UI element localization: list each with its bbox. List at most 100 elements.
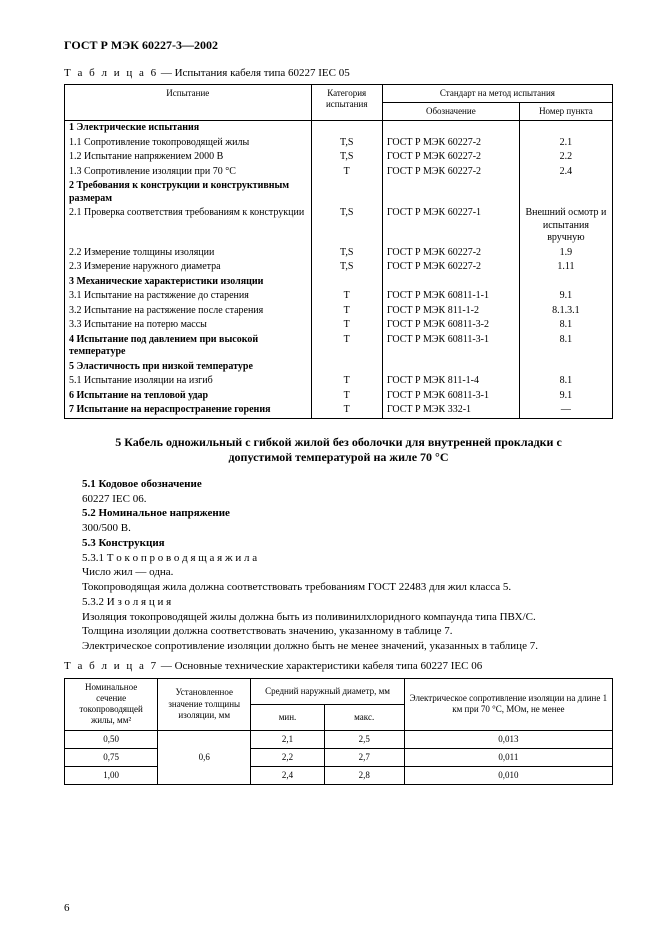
section5-title: 5 Кабель одножильный с гибкой жилой без … <box>94 435 583 466</box>
t7-cell-c: 2,2 <box>251 748 324 766</box>
t6-cell-std <box>382 275 519 290</box>
t6-head-design: Обозначение <box>382 103 519 121</box>
t6-cell-test: 2.1 Проверка соответствия требованиям к … <box>65 206 312 246</box>
t6-cell-std: ГОСТ Р МЭК 60227-2 <box>382 246 519 261</box>
t6-cell-cat: T,S <box>311 260 382 275</box>
table7: Номинальное сечение токопроводящей жилы,… <box>64 678 613 786</box>
t6-cell-test: 1 Электрические испытания <box>65 121 312 136</box>
t6-cell-cat: T <box>311 318 382 333</box>
t7-cell-d: 2,8 <box>324 767 404 785</box>
t7-h3b: макс. <box>324 704 404 730</box>
t6-cell-cat: T <box>311 289 382 304</box>
t6-cell-cat <box>311 179 382 206</box>
p532: 5.3.2 И з о л я ц и я <box>64 596 613 610</box>
t6-cell-pt <box>519 360 612 375</box>
t6-cell-cat: T <box>311 304 382 319</box>
t6-cell-test: 6 Испытание на тепловой удар <box>65 389 312 404</box>
t6-cell-cat: T <box>311 389 382 404</box>
t6-cell-std: ГОСТ Р МЭК 811-1-2 <box>382 304 519 319</box>
t7-cell-e: 0,011 <box>404 748 612 766</box>
p52-val: 300/500 В. <box>64 522 613 536</box>
t7-cell-c: 2,1 <box>251 730 324 748</box>
t6-cell-pt <box>519 179 612 206</box>
t6-cell-cat: T <box>311 374 382 389</box>
t6-cell-cat: T,S <box>311 150 382 165</box>
t6-cell-test: 7 Испытание на нераспространение горения <box>65 403 312 418</box>
t6-cell-std <box>382 360 519 375</box>
t7-cell-a: 0,75 <box>65 748 158 766</box>
t6-cell-cat: T,S <box>311 136 382 151</box>
p51-val: 60227 IEC 06. <box>64 493 613 507</box>
t6-cell-pt <box>519 121 612 136</box>
t6-head-test: Испытание <box>65 84 312 121</box>
t6-cell-test: 3.3 Испытание на потерю массы <box>65 318 312 333</box>
t6-cell-std: ГОСТ Р МЭК 60811-3-1 <box>382 389 519 404</box>
table6-caption-rest: — Испытания кабеля типа 60227 IEC 05 <box>158 67 350 79</box>
t6-cell-pt: 8.1.3.1 <box>519 304 612 319</box>
table7-caption: Т а б л и ц а 7 — Основные технические х… <box>64 660 613 674</box>
t6-cell-pt: 1.9 <box>519 246 612 261</box>
t6-cell-test: 3.1 Испытание на растяжение до старения <box>65 289 312 304</box>
t7-cell-a: 1,00 <box>65 767 158 785</box>
t7-h4: Электрическое сопротивление изоляции на … <box>404 678 612 730</box>
t6-cell-cat: T <box>311 165 382 180</box>
t6-head-point: Номер пункта <box>519 103 612 121</box>
t7-cell-a: 0,50 <box>65 730 158 748</box>
t6-cell-cat: T <box>311 333 382 360</box>
p532-l3: Электрическое сопротивление изоляции дол… <box>64 640 613 654</box>
t6-cell-pt: 2.2 <box>519 150 612 165</box>
p532-l2: Толщина изоляции должна соответствовать … <box>64 625 613 639</box>
t6-cell-std <box>382 179 519 206</box>
p51-label: 5.1 Кодовое обозначение <box>82 478 202 490</box>
page-number: 6 <box>64 902 70 916</box>
t6-cell-std: ГОСТ Р МЭК 811-1-4 <box>382 374 519 389</box>
t6-cell-std: ГОСТ Р МЭК 60811-1-1 <box>382 289 519 304</box>
table6-caption-prefix: Т а б л и ц а 6 <box>64 67 158 79</box>
t6-cell-test: 1.1 Сопротивление токопроводящей жилы <box>65 136 312 151</box>
t7-h1: Номинальное сечение токопроводящей жилы,… <box>65 678 158 730</box>
p531-l1: Число жил — одна. <box>64 566 613 580</box>
t7-h3g: Средний наружный диаметр, мм <box>251 678 404 704</box>
t6-cell-pt: 8.1 <box>519 318 612 333</box>
t6-cell-std: ГОСТ Р МЭК 60811-3-2 <box>382 318 519 333</box>
section5-body: 5.1 Кодовое обозначение 60227 IEC 06. 5.… <box>64 478 613 654</box>
t6-cell-test: 3.2 Испытание на растяжение после старен… <box>65 304 312 319</box>
t6-cell-std: ГОСТ Р МЭК 60227-2 <box>382 260 519 275</box>
table7-caption-rest: — Основные технические характеристики ка… <box>158 660 482 672</box>
t6-head-stdgroup: Стандарт на метод испытания <box>382 84 612 102</box>
t6-cell-pt: 2.4 <box>519 165 612 180</box>
t6-cell-pt: — <box>519 403 612 418</box>
t6-cell-test: 1.2 Испытание напряжением 2000 В <box>65 150 312 165</box>
t6-cell-std: ГОСТ Р МЭК 60227-1 <box>382 206 519 246</box>
t6-cell-cat <box>311 275 382 290</box>
t6-cell-std: ГОСТ Р МЭК 332-1 <box>382 403 519 418</box>
table6: Испытание Категория испытания Стандарт н… <box>64 84 613 419</box>
t6-cell-std: ГОСТ Р МЭК 60227-2 <box>382 150 519 165</box>
t7-cell-e: 0,013 <box>404 730 612 748</box>
t6-cell-cat: T,S <box>311 246 382 261</box>
t6-cell-pt: Внешний осмотр и испытания вручную <box>519 206 612 246</box>
t6-head-cat: Категория испытания <box>311 84 382 121</box>
t6-cell-pt: 9.1 <box>519 389 612 404</box>
t6-cell-pt: 2.1 <box>519 136 612 151</box>
p52-label: 5.2 Номинальное напряжение <box>82 507 230 519</box>
p531-l2: Токопроводящая жила должна соответствова… <box>64 581 613 595</box>
t6-cell-pt: 8.1 <box>519 333 612 360</box>
table6-caption: Т а б л и ц а 6 — Испытания кабеля типа … <box>64 67 613 81</box>
t6-cell-std: ГОСТ Р МЭК 60227-2 <box>382 136 519 151</box>
t6-cell-cat: T,S <box>311 206 382 246</box>
t6-cell-cat <box>311 121 382 136</box>
t7-cell-e: 0,010 <box>404 767 612 785</box>
t7-cell-b: 0,6 <box>158 730 251 785</box>
p53-label: 5.3 Конструкция <box>82 537 165 549</box>
t6-cell-pt: 1.11 <box>519 260 612 275</box>
t6-cell-test: 2 Требования к конструкции и конструктив… <box>65 179 312 206</box>
t6-cell-std: ГОСТ Р МЭК 60811-3-1 <box>382 333 519 360</box>
t7-h3a: мин. <box>251 704 324 730</box>
t6-cell-test: 1.3 Сопротивление изоляции при 70 °С <box>65 165 312 180</box>
t6-cell-std <box>382 121 519 136</box>
t6-cell-test: 4 Испытание под давлением при высокой те… <box>65 333 312 360</box>
t6-cell-test: 5.1 Испытание изоляции на изгиб <box>65 374 312 389</box>
t6-cell-cat <box>311 360 382 375</box>
document-id: ГОСТ Р МЭК 60227-3—2002 <box>64 38 613 53</box>
